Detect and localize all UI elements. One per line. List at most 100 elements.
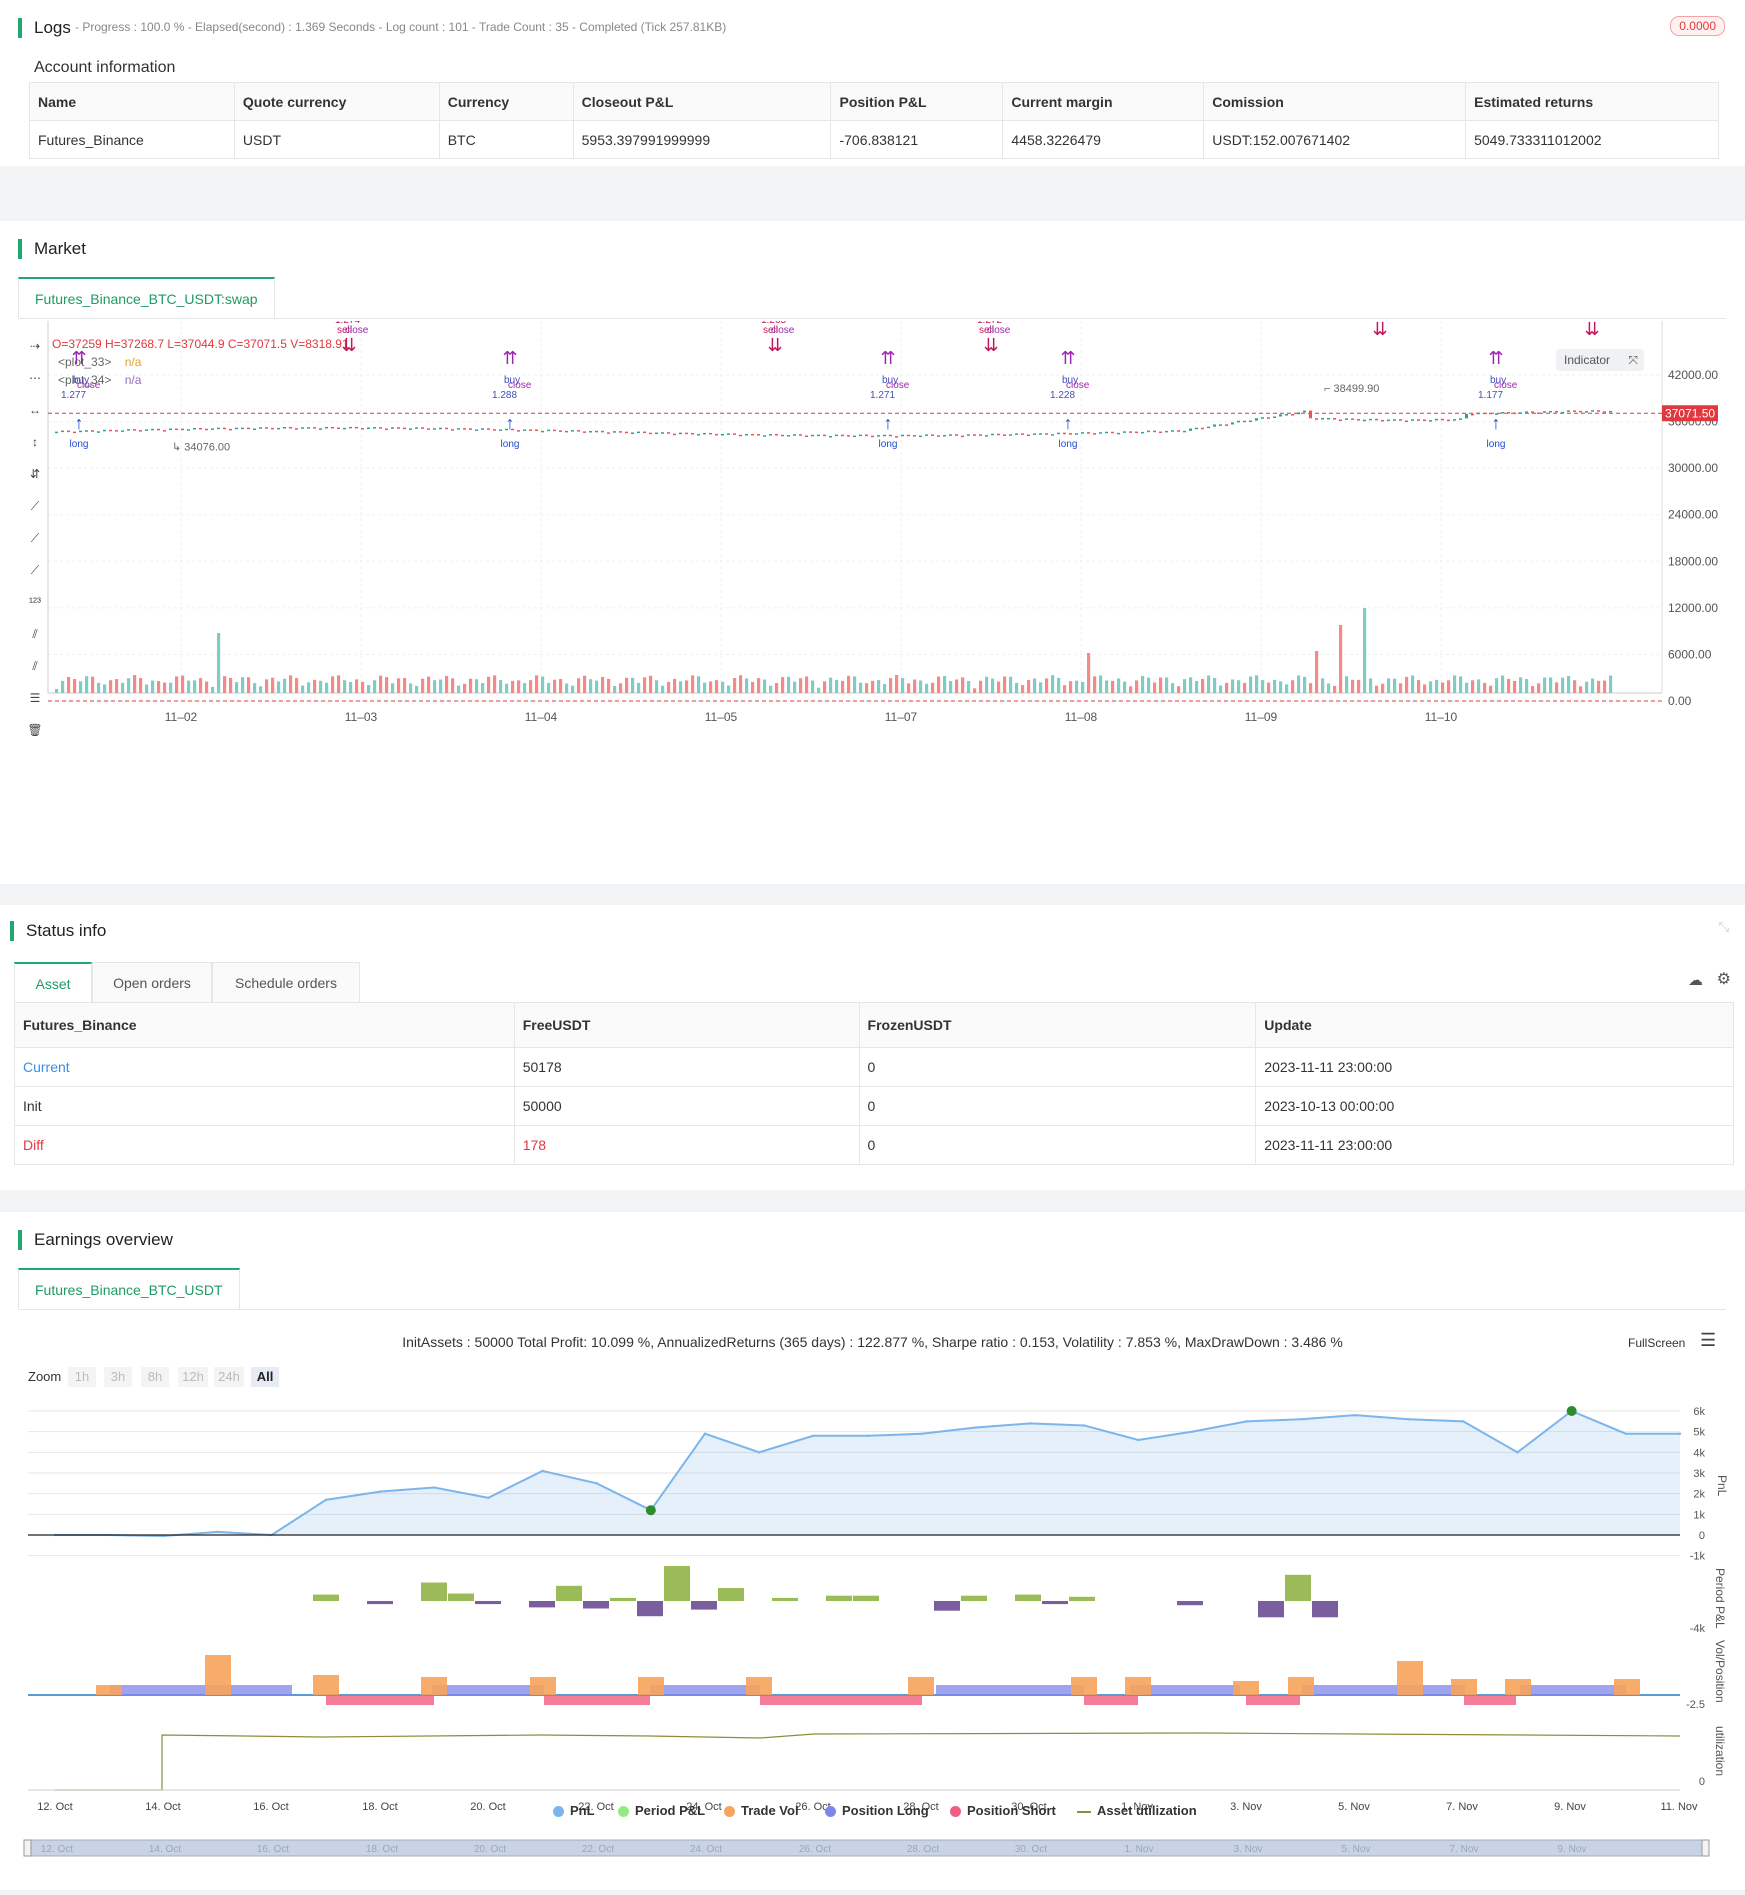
candle: [1429, 420, 1432, 422]
account-cell: Futures_Binance: [29, 120, 235, 159]
candle: [247, 427, 250, 430]
candle: [1537, 412, 1540, 414]
position-short-bar: [326, 1695, 434, 1705]
navigator-left-handle[interactable]: [23, 1839, 32, 1857]
volume-bar: [547, 682, 551, 693]
volume-bar: [1243, 682, 1247, 693]
earnings-tab[interactable]: Futures_Binance_BTC_USDT: [18, 1268, 240, 1310]
candle: [1141, 431, 1144, 434]
drawing-tool-icon[interactable]: ⫽: [32, 627, 38, 641]
volume-bar: [685, 680, 689, 693]
volume-bar: [1399, 683, 1403, 693]
trade-vol-bar: [1288, 1677, 1314, 1695]
account-cell: -706.838121: [830, 120, 1004, 159]
volume-bar: [409, 683, 413, 693]
volume-bar: [985, 676, 989, 693]
drawing-tool-icon[interactable]: ⟋: [30, 563, 40, 577]
candle: [157, 428, 160, 431]
volume-bar: [445, 675, 449, 693]
candle: [1579, 410, 1582, 413]
volume-bar: [1039, 682, 1043, 693]
drawing-tool-icon[interactable]: ⟋: [30, 499, 40, 513]
legend-label: Position Long: [842, 1803, 929, 1818]
drawing-tool-icon[interactable]: ☰: [29, 691, 41, 705]
candle: [1189, 428, 1192, 431]
drawing-tool-icon[interactable]: ⫽: [32, 659, 38, 673]
navigator-right-handle[interactable]: [1701, 1839, 1710, 1857]
volume-bar: [511, 680, 515, 693]
tab-asset[interactable]: Asset: [14, 962, 92, 1002]
collapse-icon[interactable]: ⤡: [1718, 919, 1729, 934]
candle: [1201, 427, 1204, 430]
drawing-tool-icon[interactable]: ↔: [29, 403, 41, 417]
legend-item[interactable]: Position Long: [825, 1803, 929, 1818]
candle: [895, 436, 898, 438]
trade-vol-bar: [421, 1677, 447, 1695]
drawing-tool-icon[interactable]: ¹²³: [29, 595, 41, 609]
expand-icon[interactable]: ⤧: [1628, 353, 1638, 367]
earnings-chart[interactable]: 6k 5k 4k 3k 2k 1k 0 -1k PnL -4k Period P&L -2.5 Vol/…: [0, 1390, 1745, 1890]
legend-item[interactable]: Trade Vol: [724, 1803, 799, 1818]
menu-icon[interactable]: ☰: [1700, 1330, 1717, 1350]
volume-bar: [1027, 679, 1031, 693]
drawing-tool-icon[interactable]: ⇢: [29, 339, 41, 353]
y-tick-label: 0.00: [1668, 694, 1692, 708]
period-pnl-bar: [1285, 1574, 1311, 1601]
zoom-24h[interactable]: 24h: [214, 1367, 244, 1387]
candle: [67, 430, 70, 433]
tab-open-orders[interactable]: Open orders: [92, 962, 212, 1002]
cloud-download-icon[interactable]: ☁: [1688, 972, 1703, 989]
volume-bar: [1597, 680, 1601, 693]
candle: [289, 426, 292, 429]
volume-bar: [469, 678, 473, 693]
candle: [1123, 431, 1126, 433]
volume-bar: [1513, 681, 1517, 693]
candle: [769, 433, 772, 436]
zoom-3h[interactable]: 3h: [104, 1367, 132, 1387]
volume-bar: [1423, 684, 1427, 693]
x-tick-label: 11–09: [1245, 710, 1278, 724]
zoom-8h[interactable]: 8h: [141, 1367, 169, 1387]
zoom-12h[interactable]: 12h: [178, 1367, 208, 1387]
drawing-tool-icon[interactable]: 🗑: [27, 723, 43, 737]
volume-bar: [1129, 686, 1133, 693]
volume-bar: [1561, 677, 1565, 693]
buy-label: buy: [73, 375, 89, 386]
zoom-all[interactable]: All: [251, 1367, 279, 1387]
candle: [1333, 417, 1336, 420]
indicator-button[interactable]: Indicator ⤧: [1556, 349, 1644, 371]
tab-schedule-orders[interactable]: Schedule orders: [212, 962, 360, 1002]
candle: [811, 434, 814, 437]
volume-bar: [289, 675, 293, 693]
buy-marker: ⇈: [880, 348, 895, 368]
legend-item[interactable]: Period P&L: [618, 1803, 705, 1818]
candle: [493, 429, 496, 431]
drawing-tool-icon[interactable]: ⇵: [29, 467, 41, 481]
candle: [253, 428, 256, 431]
zoom-1h[interactable]: 1h: [68, 1367, 96, 1387]
candle: [691, 432, 694, 435]
drawing-tool-icon[interactable]: ↕: [32, 435, 38, 449]
candle: [883, 434, 886, 437]
legend-item[interactable]: Asset utilization: [1077, 1803, 1197, 1818]
market-tab[interactable]: Futures_Binance_BTC_USDT:swap: [18, 277, 275, 319]
volume-bar: [103, 684, 107, 693]
candle: [1459, 418, 1462, 420]
volume-bar: [487, 676, 491, 693]
volume-bar: [595, 680, 599, 693]
candle: [745, 433, 748, 436]
drawing-tool-icon[interactable]: ⟋: [30, 531, 40, 545]
candle: [655, 432, 658, 435]
candle: [1603, 411, 1606, 413]
legend-item[interactable]: Position Short: [950, 1803, 1056, 1818]
candle: [1513, 412, 1516, 415]
volume-bar: [1507, 678, 1511, 693]
candle: [199, 427, 202, 430]
candlestick-chart[interactable]: 42000.0036000.0030000.0024000.0018000.00…: [0, 321, 1745, 881]
volume-bar: [97, 682, 101, 693]
fullscreen-button[interactable]: FullScreen: [1628, 1336, 1686, 1350]
drawing-tool-icon[interactable]: ⋯: [29, 371, 41, 385]
gear-icon[interactable]: ⚙: [1716, 971, 1731, 988]
volume-bar: [79, 681, 83, 693]
legend-item[interactable]: PnL: [553, 1803, 595, 1818]
